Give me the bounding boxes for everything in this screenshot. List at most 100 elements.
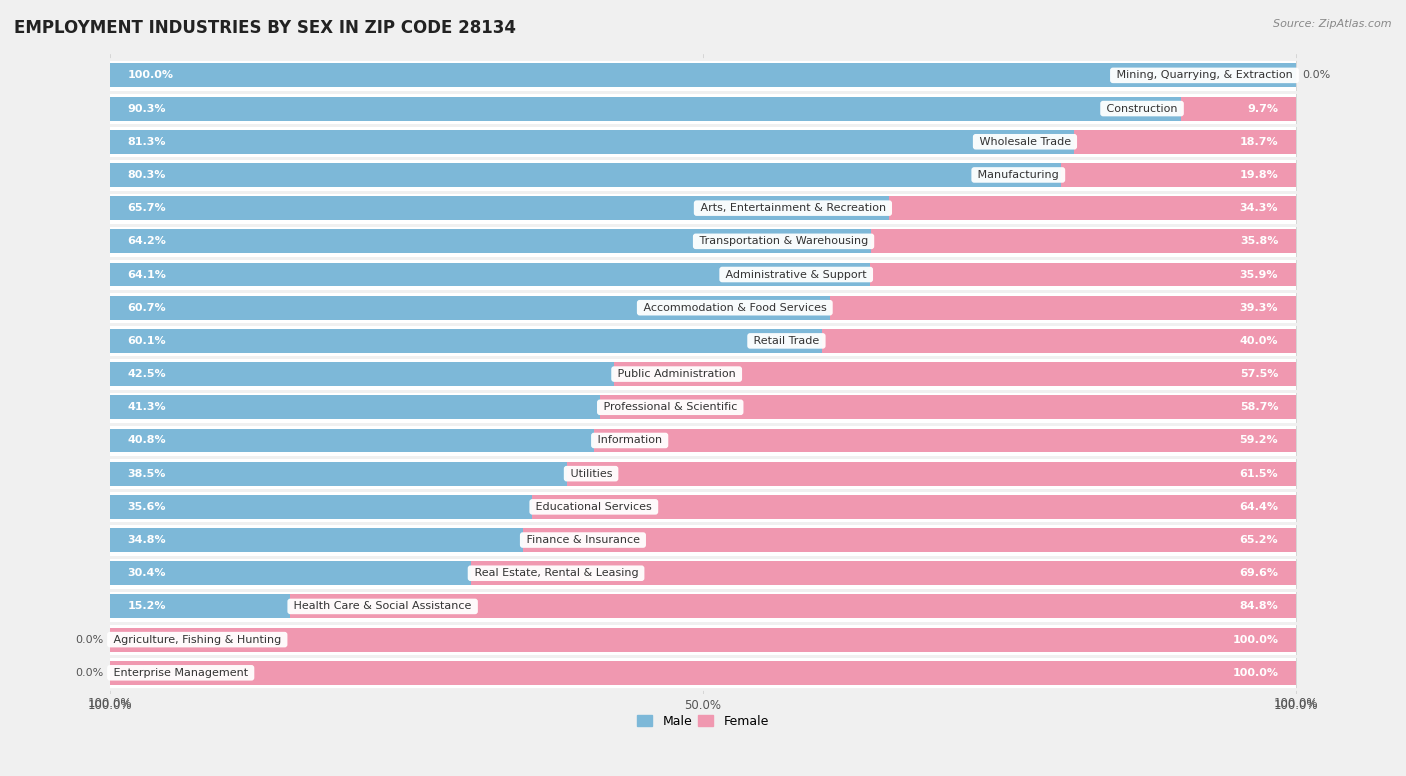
Bar <box>567 462 1296 486</box>
Text: Wholesale Trade: Wholesale Trade <box>976 137 1074 147</box>
Text: 34.3%: 34.3% <box>1240 203 1278 213</box>
Text: 9.7%: 9.7% <box>1247 103 1278 113</box>
Text: 100.0%: 100.0% <box>128 71 174 81</box>
Text: 100.0%: 100.0% <box>1232 668 1278 677</box>
Bar <box>110 594 290 618</box>
Bar <box>533 495 1296 519</box>
Text: 65.7%: 65.7% <box>128 203 166 213</box>
Bar <box>290 594 1296 618</box>
Text: Real Estate, Rental & Leasing: Real Estate, Rental & Leasing <box>471 568 641 578</box>
Bar <box>110 556 1296 590</box>
Bar <box>1062 163 1296 187</box>
Text: 41.3%: 41.3% <box>128 402 166 412</box>
Bar <box>110 495 533 519</box>
Bar <box>600 395 1296 419</box>
Text: 35.6%: 35.6% <box>128 502 166 512</box>
Bar <box>889 196 1296 220</box>
Text: 35.8%: 35.8% <box>1240 237 1278 246</box>
Text: 64.2%: 64.2% <box>128 237 166 246</box>
Bar <box>110 97 1181 120</box>
Text: Finance & Insurance: Finance & Insurance <box>523 535 643 545</box>
Text: Educational Services: Educational Services <box>533 502 655 512</box>
Text: 30.4%: 30.4% <box>128 568 166 578</box>
Text: Health Care & Social Assistance: Health Care & Social Assistance <box>290 601 475 611</box>
Text: 57.5%: 57.5% <box>1240 369 1278 379</box>
Bar <box>110 656 1296 689</box>
Text: 100.0%: 100.0% <box>1274 697 1319 710</box>
Text: 90.3%: 90.3% <box>128 103 166 113</box>
Text: 64.1%: 64.1% <box>128 269 166 279</box>
Text: 60.1%: 60.1% <box>128 336 166 346</box>
Text: 64.4%: 64.4% <box>1239 502 1278 512</box>
Bar <box>110 462 567 486</box>
Bar <box>110 528 523 552</box>
Bar <box>110 628 1296 652</box>
Text: 0.0%: 0.0% <box>1302 71 1330 81</box>
Bar <box>110 428 593 452</box>
Bar <box>110 362 614 386</box>
Text: 15.2%: 15.2% <box>128 601 166 611</box>
Text: 69.6%: 69.6% <box>1239 568 1278 578</box>
Text: Mining, Quarrying, & Extraction: Mining, Quarrying, & Extraction <box>1114 71 1296 81</box>
Bar <box>110 623 1296 656</box>
Text: 59.2%: 59.2% <box>1240 435 1278 445</box>
Bar <box>110 92 1296 125</box>
Text: 100.0%: 100.0% <box>1232 635 1278 645</box>
Bar <box>110 64 1296 88</box>
Bar <box>110 163 1063 187</box>
Text: 81.3%: 81.3% <box>128 137 166 147</box>
Bar <box>593 428 1296 452</box>
Text: Retail Trade: Retail Trade <box>749 336 823 346</box>
Bar <box>110 130 1074 154</box>
Text: 18.7%: 18.7% <box>1240 137 1278 147</box>
Bar <box>110 490 1296 524</box>
Text: Construction: Construction <box>1104 103 1181 113</box>
Text: 84.8%: 84.8% <box>1240 601 1278 611</box>
Bar <box>471 561 1296 585</box>
Text: 40.8%: 40.8% <box>128 435 166 445</box>
Text: 42.5%: 42.5% <box>128 369 166 379</box>
Text: Accommodation & Food Services: Accommodation & Food Services <box>640 303 830 313</box>
Text: 80.3%: 80.3% <box>128 170 166 180</box>
Text: 38.5%: 38.5% <box>128 469 166 479</box>
Bar <box>110 561 471 585</box>
Bar <box>110 230 872 253</box>
Text: 100.0%: 100.0% <box>87 697 132 710</box>
Text: 35.9%: 35.9% <box>1240 269 1278 279</box>
Bar <box>110 329 823 353</box>
Text: Enterprise Management: Enterprise Management <box>110 668 252 677</box>
Bar <box>110 524 1296 556</box>
Text: Administrative & Support: Administrative & Support <box>723 269 870 279</box>
Bar <box>110 358 1296 390</box>
Text: Agriculture, Fishing & Hunting: Agriculture, Fishing & Hunting <box>110 635 284 645</box>
Text: Arts, Entertainment & Recreation: Arts, Entertainment & Recreation <box>696 203 889 213</box>
Bar <box>110 324 1296 358</box>
Text: 65.2%: 65.2% <box>1240 535 1278 545</box>
Bar <box>110 291 1296 324</box>
Bar <box>110 296 830 320</box>
Bar <box>110 457 1296 490</box>
Bar <box>1181 97 1296 120</box>
Text: Source: ZipAtlas.com: Source: ZipAtlas.com <box>1274 19 1392 29</box>
Text: 40.0%: 40.0% <box>1240 336 1278 346</box>
Text: 58.7%: 58.7% <box>1240 402 1278 412</box>
Bar <box>110 125 1296 158</box>
Bar <box>870 262 1296 286</box>
Text: 34.8%: 34.8% <box>128 535 166 545</box>
Bar <box>1074 130 1296 154</box>
Bar <box>110 59 1296 92</box>
Bar <box>110 390 1296 424</box>
Text: 19.8%: 19.8% <box>1240 170 1278 180</box>
Text: 0.0%: 0.0% <box>76 668 104 677</box>
Bar <box>110 661 1296 684</box>
Text: 60.7%: 60.7% <box>128 303 166 313</box>
Bar <box>821 329 1296 353</box>
Bar <box>110 262 870 286</box>
Text: 39.3%: 39.3% <box>1240 303 1278 313</box>
Bar <box>523 528 1296 552</box>
Text: Transportation & Warehousing: Transportation & Warehousing <box>696 237 872 246</box>
Text: Professional & Scientific: Professional & Scientific <box>600 402 741 412</box>
Bar <box>110 196 889 220</box>
Bar <box>110 225 1296 258</box>
Bar <box>110 395 600 419</box>
